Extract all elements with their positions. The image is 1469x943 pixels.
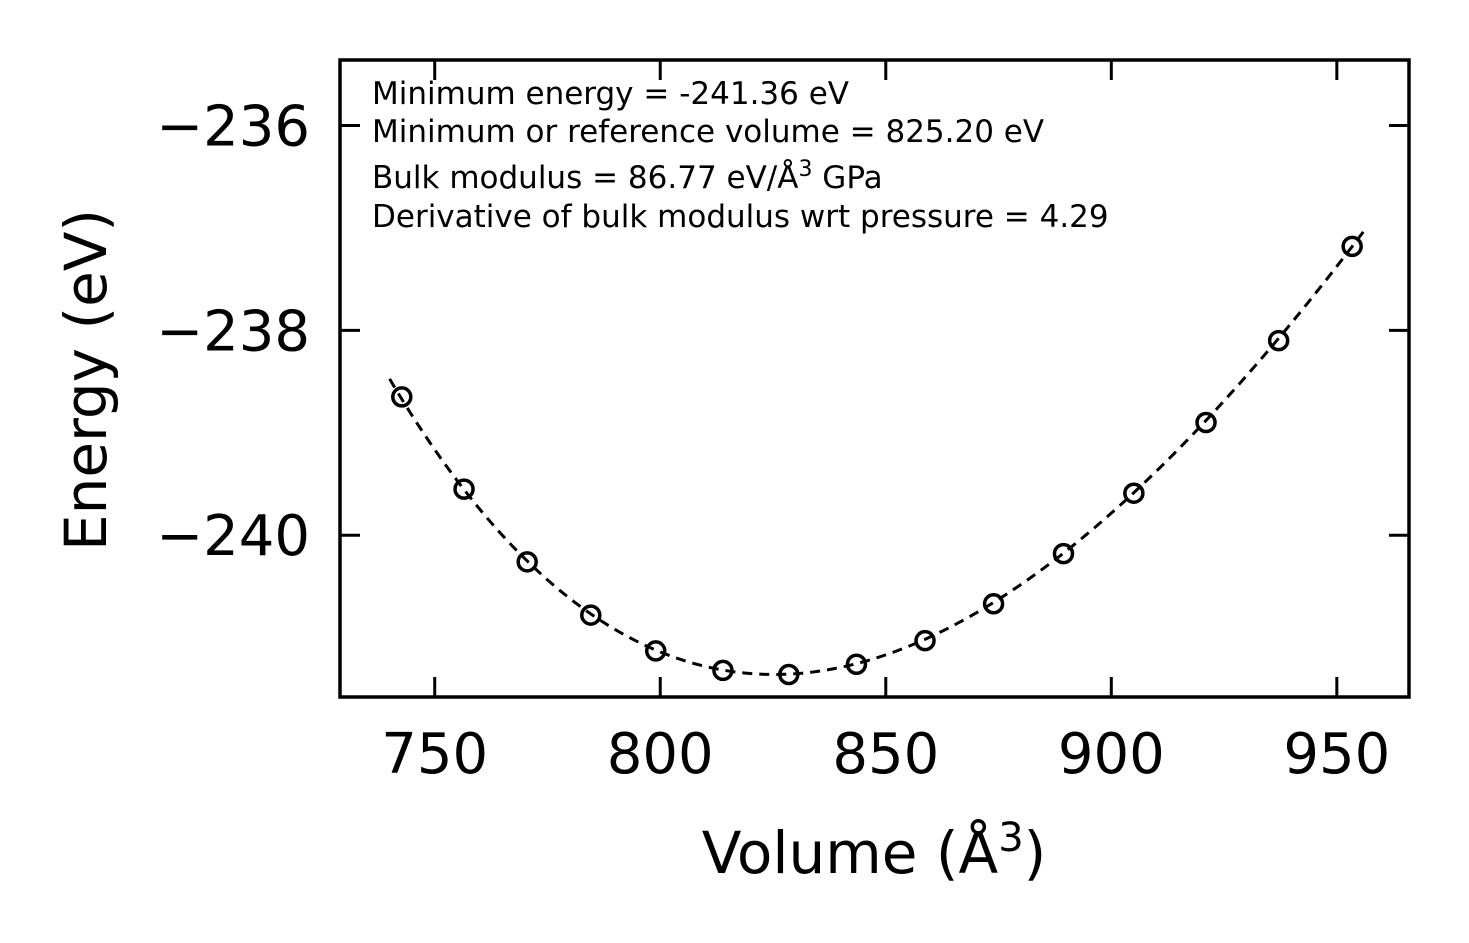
data-point — [1267, 329, 1290, 352]
x-tick-label: 900 — [1058, 722, 1165, 787]
annotation-bulk-tail: GPa — [812, 160, 882, 196]
data-point — [391, 386, 413, 408]
data-point — [453, 478, 475, 500]
annotation-bulk-sup: 3 — [798, 157, 812, 182]
tick-marks — [340, 60, 1409, 697]
annotation-bulk-base: Bulk modulus = 86.77 eV/Å — [372, 160, 798, 196]
x-tick-label: 950 — [1283, 722, 1390, 787]
x-tick-label: 850 — [832, 722, 939, 787]
x-axis-label-sup: 3 — [998, 815, 1023, 861]
data-point — [1123, 482, 1145, 504]
y-tick-label: −236 — [156, 95, 310, 160]
annotation-derivative: Derivative of bulk modulus wrt pressure … — [372, 199, 1109, 235]
x-tick-label: 800 — [607, 722, 714, 787]
data-point — [914, 629, 936, 652]
y-tick-label: −240 — [156, 504, 310, 569]
fit-curve — [388, 230, 1366, 676]
data-point — [1195, 411, 1217, 434]
x-axis-label-base: Volume (Å — [702, 818, 999, 887]
data-point — [1341, 235, 1363, 258]
data-point — [644, 640, 667, 662]
y-axis-label: Energy (eV) — [52, 209, 120, 551]
annotation-ref-volume: Minimum or reference volume = 825.20 eV — [372, 114, 1044, 150]
data-point — [1052, 542, 1075, 565]
plot-frame — [338, 58, 1411, 699]
annotation-bulk-modulus: Bulk modulus = 86.77 eV/Å3 GPa — [372, 157, 883, 196]
data-point — [516, 551, 538, 573]
x-tick-labels: 750 800 850 900 950 — [381, 722, 1390, 787]
y-tick-labels: −236 −238 −240 — [156, 95, 310, 570]
y-tick-label: −238 — [156, 299, 310, 364]
data-point — [845, 653, 868, 675]
data-point — [712, 659, 734, 682]
data-points — [391, 235, 1363, 686]
data-point — [580, 604, 602, 626]
data-point — [778, 663, 800, 686]
x-axis-label-tail: ) — [1024, 819, 1047, 887]
x-axis-label: Volume (Å3) — [702, 815, 1047, 887]
annotation-min-energy: Minimum energy = -241.36 eV — [372, 76, 849, 112]
x-tick-label: 750 — [381, 722, 488, 787]
data-point — [982, 593, 1005, 615]
